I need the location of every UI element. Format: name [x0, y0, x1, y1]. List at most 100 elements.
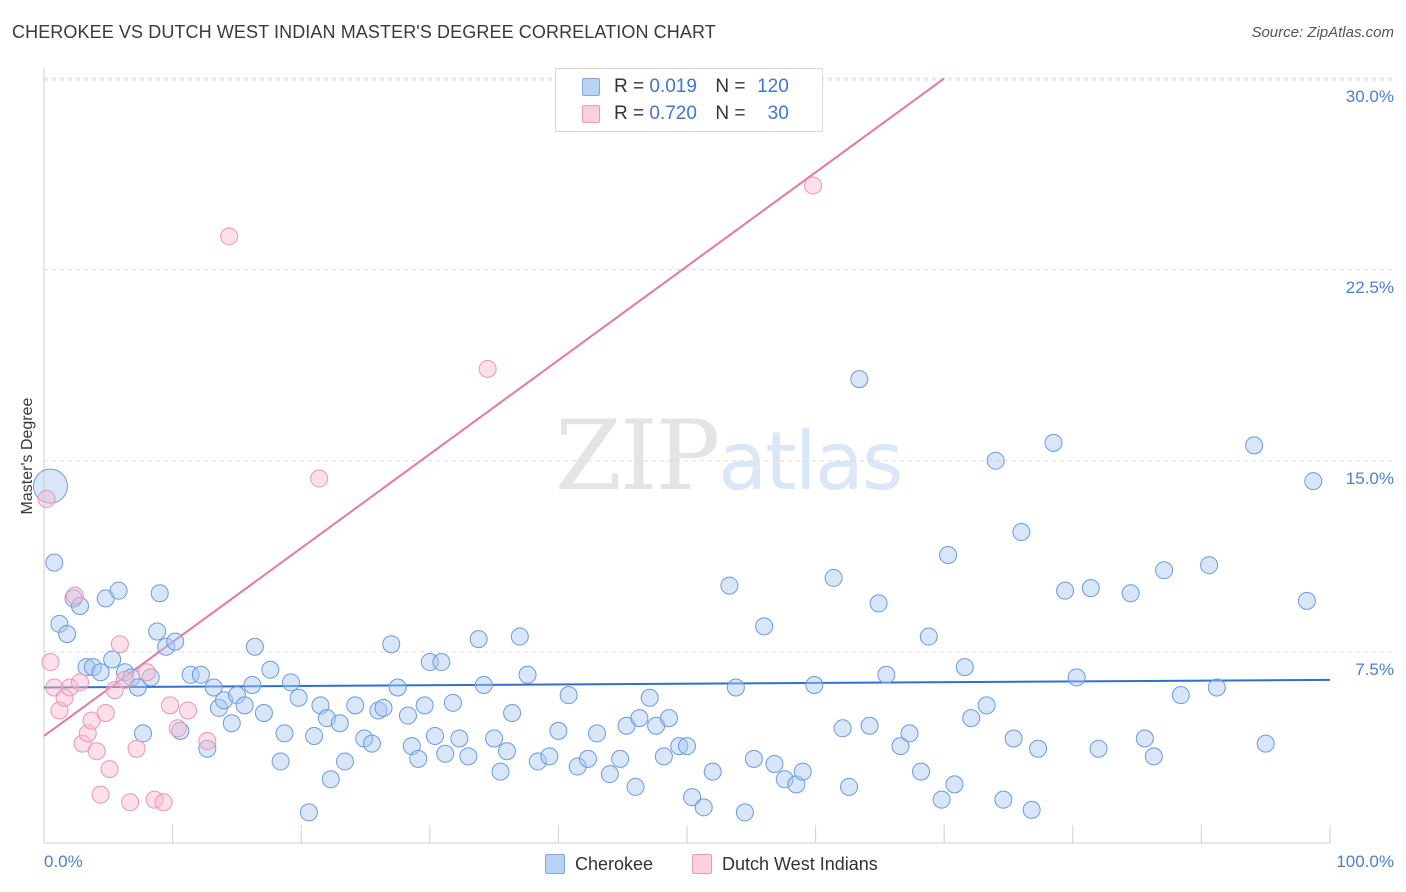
cherokee-point	[833, 719, 852, 738]
dutch-west-indians-point	[73, 734, 92, 753]
cherokee-point	[227, 686, 246, 705]
cherokee-point	[275, 724, 294, 743]
cherokee-trend-line	[43, 678, 1331, 689]
cherokee-point	[157, 637, 176, 656]
cherokee-point	[58, 625, 77, 644]
cherokee-point	[994, 790, 1013, 809]
cherokee-point	[369, 701, 388, 720]
cherokee-point	[474, 675, 493, 694]
x-tick-label: 100.0%	[1336, 852, 1394, 871]
chart-title: CHEROKEE VS DUTCH WEST INDIAN MASTER'S D…	[12, 22, 716, 42]
cherokee-point	[1200, 556, 1219, 575]
dutch-west-indians-point	[87, 742, 106, 761]
dutch-west-indians-trend-line	[43, 77, 945, 737]
n-value: 120	[757, 76, 789, 97]
dutch-west-indians-point	[110, 635, 129, 654]
cherokee-point	[235, 696, 254, 715]
cherokee-point	[1089, 739, 1108, 758]
cherokee-point	[77, 658, 96, 677]
cherokee-point	[578, 749, 597, 768]
y-tick-label: 30.0%	[1345, 87, 1394, 106]
cherokee-point	[497, 742, 516, 761]
dutch-west-indians-point	[37, 489, 56, 508]
cherokee-point	[1012, 523, 1031, 542]
cherokee-point	[510, 627, 529, 646]
cherokee-point	[150, 584, 169, 603]
cherokee-point	[50, 614, 69, 633]
dutch-west-indians-point	[60, 678, 79, 697]
dutch-west-indians-point	[168, 719, 187, 738]
cherokee-point	[860, 716, 879, 735]
dutch-west-indians-swatch	[582, 105, 600, 123]
cherokee-point	[362, 734, 381, 753]
cherokee-point	[1135, 729, 1154, 748]
cherokee-point	[1022, 800, 1041, 819]
cherokee-point	[171, 721, 190, 740]
cherokee-point	[459, 747, 478, 766]
dutch-west-indians-point	[154, 793, 173, 812]
cherokee-point	[955, 658, 974, 677]
cherokee-point	[191, 665, 210, 684]
bottom-legend-cherokee: Cherokee	[545, 852, 653, 876]
dutch-west-indians-point	[55, 688, 74, 707]
cherokee-point	[485, 729, 504, 748]
cherokee-point	[805, 675, 824, 694]
cherokee-point	[254, 704, 273, 723]
cherokee-point	[755, 617, 774, 636]
r-value: 0.720	[649, 103, 697, 124]
cherokee-points	[32, 370, 1323, 822]
cherokee-point	[1121, 584, 1140, 603]
cherokee-point	[735, 803, 754, 822]
cherokee-point	[198, 739, 217, 758]
cherokee-point	[289, 688, 308, 707]
cherokee-point	[1044, 433, 1063, 452]
dutch-west-indians-swatch	[692, 854, 712, 874]
cherokee-point	[1297, 591, 1316, 610]
cherokee-point	[891, 737, 910, 756]
cherokee-swatch	[582, 78, 600, 96]
trend-lines	[43, 77, 1331, 737]
dutch-west-indians-point	[91, 785, 110, 804]
cherokee-point	[559, 686, 578, 705]
dutch-west-indians-point	[137, 663, 156, 682]
cherokee-swatch	[545, 854, 565, 874]
cherokee-point	[640, 688, 659, 707]
cherokee-point	[869, 594, 888, 613]
cherokee-point	[587, 724, 606, 743]
cherokee-point	[469, 630, 488, 649]
dutch-west-indians-point	[121, 793, 140, 812]
cherokee-point	[204, 678, 223, 697]
cherokee-point	[299, 803, 318, 822]
r-label: R =	[614, 103, 645, 124]
cherokee-point	[443, 693, 462, 712]
cherokee-point	[503, 704, 522, 723]
cherokee-point	[1171, 686, 1190, 705]
cherokee-point	[1155, 561, 1174, 580]
cherokee-point	[1144, 747, 1163, 766]
cherokee-point	[1245, 436, 1264, 455]
cherokee-point	[850, 370, 869, 389]
stats-legend: R = 0.019 N = 120 R = 0.720 N = 30	[555, 68, 823, 132]
cherokee-point	[305, 726, 324, 745]
legend-row-dutch-west-indians: R = 0.720 N = 30	[582, 102, 789, 126]
dutch-west-indians-point	[179, 701, 198, 720]
cherokee-point	[670, 737, 689, 756]
cherokee-point	[683, 788, 702, 807]
cherokee-point	[977, 696, 996, 715]
cherokee-point	[181, 665, 200, 684]
dutch-west-indians-point	[478, 359, 497, 378]
n-label: N =	[715, 76, 746, 97]
cherokee-point	[877, 665, 896, 684]
dutch-west-indians-point	[96, 704, 115, 723]
cherokee-point	[549, 721, 568, 740]
cherokee-point	[71, 596, 90, 615]
cherokee-point	[398, 706, 417, 725]
cherokee-point	[388, 678, 407, 697]
cherokee-point	[1081, 579, 1100, 598]
cherokee-point	[611, 749, 630, 768]
cherokee-point	[744, 749, 763, 768]
cherokee-point	[409, 749, 428, 768]
cherokee-point	[1029, 739, 1048, 758]
cherokee-point	[1207, 678, 1226, 697]
